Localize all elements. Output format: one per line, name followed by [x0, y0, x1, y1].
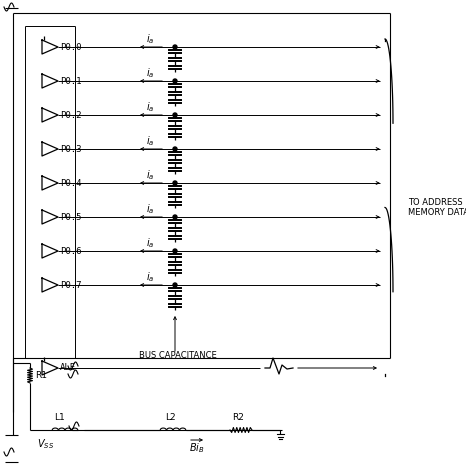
Text: $V_{SS}$: $V_{SS}$: [37, 437, 54, 451]
Text: TO ADDRESS LATCH AND: TO ADDRESS LATCH AND: [408, 198, 466, 207]
Text: P0.2: P0.2: [60, 110, 82, 119]
Circle shape: [173, 283, 177, 287]
Text: P0.4: P0.4: [60, 178, 82, 188]
Circle shape: [173, 45, 177, 49]
Circle shape: [173, 79, 177, 83]
Circle shape: [173, 249, 177, 253]
Text: P0.7: P0.7: [60, 280, 82, 289]
Text: $i_a$: $i_a$: [146, 236, 154, 250]
Text: R1: R1: [35, 370, 47, 379]
Circle shape: [173, 181, 177, 185]
Text: $i_a$: $i_a$: [146, 202, 154, 216]
Text: L1: L1: [54, 414, 65, 423]
Circle shape: [173, 147, 177, 151]
Text: P0.0: P0.0: [60, 42, 82, 51]
Text: $i_a$: $i_a$: [146, 134, 154, 148]
Circle shape: [173, 113, 177, 117]
Circle shape: [173, 215, 177, 219]
Text: $Bi_B$: $Bi_B$: [189, 441, 205, 455]
Text: $i_a$: $i_a$: [146, 66, 154, 80]
Text: $i_a$: $i_a$: [146, 100, 154, 114]
Text: $i_a$: $i_a$: [146, 168, 154, 182]
Text: ALE: ALE: [60, 364, 76, 373]
Text: P0.5: P0.5: [60, 212, 82, 221]
Text: P0.1: P0.1: [60, 77, 82, 86]
Text: $i_a$: $i_a$: [146, 270, 154, 284]
Text: P0.6: P0.6: [60, 247, 82, 256]
Text: R2: R2: [232, 414, 244, 423]
Text: MEMORY DATA BUS: MEMORY DATA BUS: [408, 208, 466, 217]
Text: L2: L2: [165, 414, 176, 423]
Text: $i_a$: $i_a$: [146, 32, 154, 46]
Text: P0.3: P0.3: [60, 145, 82, 153]
Text: BUS CAPACITANCE: BUS CAPACITANCE: [139, 351, 217, 360]
